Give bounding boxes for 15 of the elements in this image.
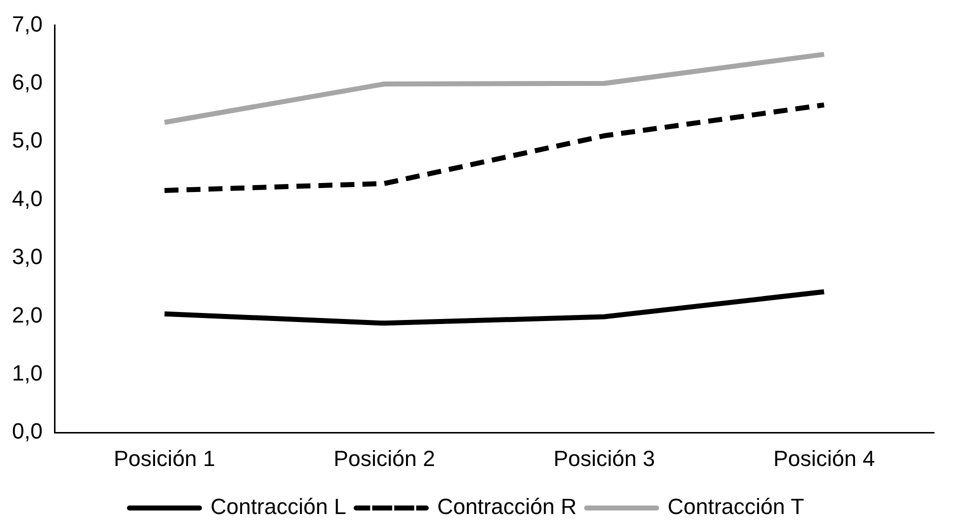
y-tick-label: 5,0 xyxy=(12,128,43,153)
x-tick-label: Posición 4 xyxy=(773,446,875,471)
legend-label: Contracción L xyxy=(210,494,346,520)
y-tick-label: 6,0 xyxy=(12,69,43,94)
y-tick-label: 1,0 xyxy=(12,360,43,386)
legend-label: Contracción R xyxy=(437,494,577,520)
y-tick-label: 7,0 xyxy=(12,11,43,36)
y-tick-label: 3,0 xyxy=(12,244,43,270)
y-tick-label: 2,0 xyxy=(12,302,43,328)
y-tick-label: 4,0 xyxy=(12,186,43,211)
x-tick-label: Posición 3 xyxy=(553,446,655,471)
legend-label: Contracción T xyxy=(668,494,804,520)
x-tick-label: Posición 2 xyxy=(334,446,436,471)
x-tick-label: Posición 1 xyxy=(114,446,216,471)
y-tick-label: 0,0 xyxy=(12,418,43,444)
